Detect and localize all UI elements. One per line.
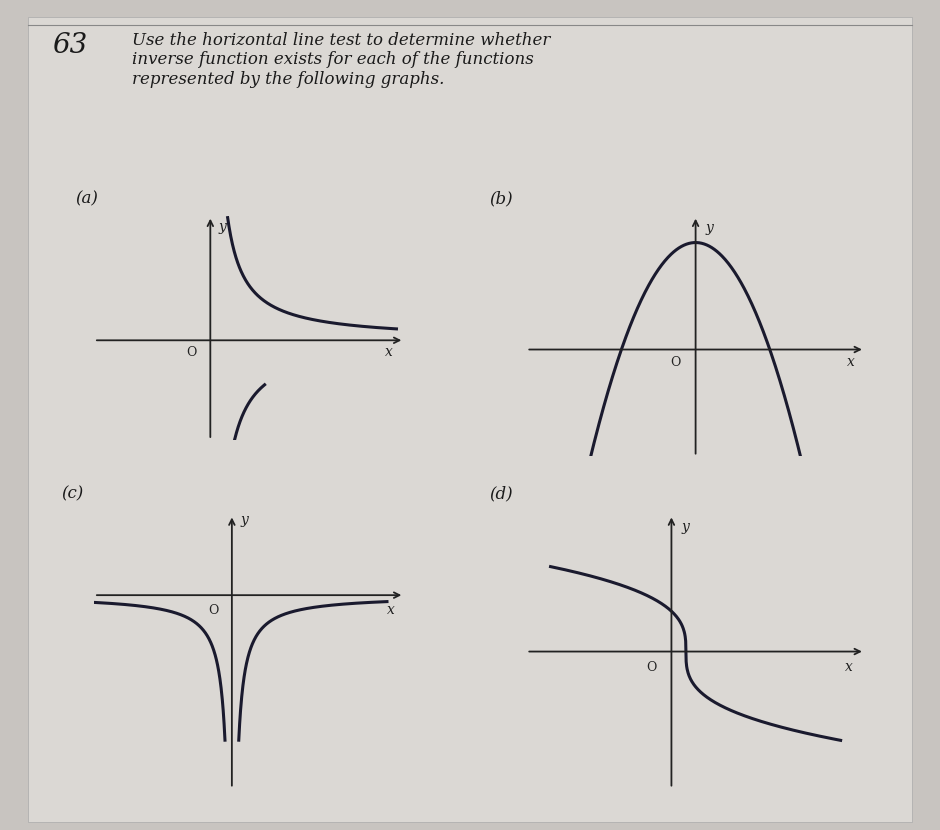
Text: x: x bbox=[384, 345, 393, 359]
Text: x: x bbox=[386, 603, 395, 618]
Text: (d): (d) bbox=[489, 485, 512, 502]
Text: (b): (b) bbox=[489, 190, 512, 208]
FancyBboxPatch shape bbox=[28, 17, 912, 822]
Text: (a): (a) bbox=[75, 190, 98, 208]
Text: x: x bbox=[845, 660, 854, 674]
Text: x: x bbox=[847, 355, 855, 369]
Text: y: y bbox=[681, 520, 689, 534]
Text: O: O bbox=[646, 661, 656, 674]
Text: Use the horizontal line test to determine whether
inverse function exists for ea: Use the horizontal line test to determin… bbox=[132, 32, 550, 88]
Text: O: O bbox=[186, 346, 196, 359]
Text: O: O bbox=[208, 604, 218, 618]
Text: y: y bbox=[219, 220, 227, 234]
Text: 63: 63 bbox=[52, 32, 86, 59]
Text: y: y bbox=[241, 513, 248, 527]
Text: O: O bbox=[670, 356, 681, 369]
Text: y: y bbox=[705, 221, 713, 235]
Text: (c): (c) bbox=[61, 485, 84, 502]
